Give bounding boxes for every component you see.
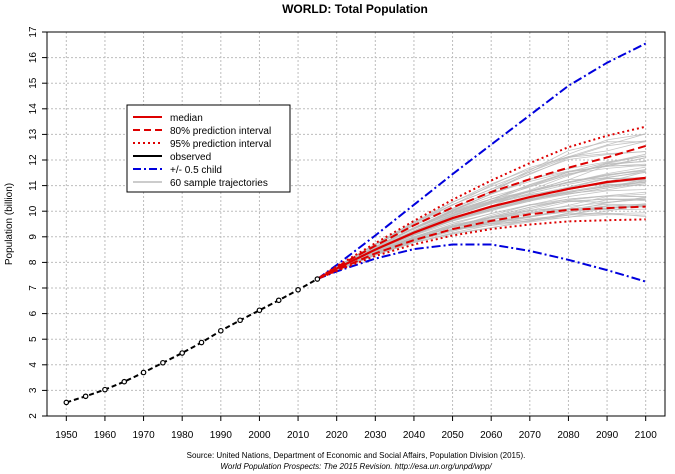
y-tick-label: 12 (28, 154, 39, 166)
y-tick-label: 14 (28, 103, 39, 115)
grid (47, 31, 665, 417)
y-tick-label: 5 (28, 336, 39, 342)
y-axis-label: Population (billion) (4, 183, 15, 265)
y-tick-label: 4 (28, 362, 39, 368)
y-tick-label: 6 (28, 310, 39, 316)
x-tick-label: 1970 (132, 430, 155, 441)
x-tick-label: 2100 (635, 430, 658, 441)
x-tick-label: 2040 (403, 430, 426, 441)
pi95-upper-line (316, 125, 646, 280)
y-tick-label: 9 (28, 234, 39, 240)
x-tick-label: 2010 (287, 430, 310, 441)
pi80-upper-line (316, 144, 646, 280)
observed-point (256, 307, 263, 314)
observed-point (63, 399, 70, 406)
sample-trajectory-line (317, 205, 646, 280)
x-tick-label: 2050 (441, 430, 464, 441)
observed-point (314, 276, 321, 282)
y-tick-label: 8 (28, 259, 39, 265)
median-line (316, 176, 646, 280)
footer-reference: World Population Prospects: The 2015 Rev… (220, 462, 492, 471)
legend-label-pi95: 95% prediction interval (170, 139, 271, 150)
y-tick-label: 2 (28, 413, 39, 419)
observed-point (198, 339, 205, 346)
observed-point (160, 359, 166, 366)
x-axis-ticks: 1950 1960 1970 1980 1990 2000 2010 2020 2030 2040… (55, 416, 657, 441)
sample-trajectory-line (317, 205, 646, 280)
y-tick-label: 17 (28, 26, 39, 38)
y-tick-label: 15 (28, 77, 39, 89)
child-upper-line (316, 42, 647, 280)
legend-label-child: +/- 0.5 child (170, 165, 222, 176)
sample-trajectory-line (317, 205, 646, 280)
x-tick-label: 2090 (596, 430, 619, 441)
sample-trajectory-line (317, 205, 646, 280)
observed-point (275, 297, 282, 304)
pi80-lower-line (316, 205, 646, 280)
legend-label-trajectories: 60 sample trajectories (170, 178, 268, 189)
series-lines (65, 42, 647, 404)
x-tick-label: 1950 (55, 430, 78, 441)
legend-label-pi80: 80% prediction interval (170, 126, 271, 137)
x-tick-label: 1980 (171, 430, 194, 441)
observed-point (82, 393, 89, 400)
observed-point (179, 350, 185, 356)
chart-title: WORLD: Total Population (282, 2, 428, 16)
legend-label-observed: observed (170, 152, 211, 163)
y-tick-label: 7 (28, 285, 39, 291)
y-tick-label: 3 (28, 387, 39, 393)
legend: median 80% prediction interval 95% predi… (126, 104, 291, 193)
x-tick-label: 1960 (94, 430, 117, 441)
x-tick-label: 1990 (210, 430, 233, 441)
x-tick-label: 2030 (364, 430, 387, 441)
footer-source: Source: United Nations, Department of Ec… (187, 451, 526, 460)
x-tick-label: 2070 (519, 430, 542, 441)
y-tick-label: 16 (28, 52, 39, 64)
y-tick-label: 11 (28, 180, 39, 191)
legend-box (126, 104, 291, 193)
x-tick-label: 2000 (248, 430, 271, 441)
observed-point (102, 386, 108, 393)
observed-point (140, 369, 147, 376)
observed-markers (63, 276, 321, 406)
child-lower-line (317, 243, 646, 283)
x-tick-label: 2060 (480, 430, 503, 441)
sample-trajectory-line (317, 205, 646, 280)
x-tick-label: 2020 (326, 430, 349, 441)
plot-frame (46, 31, 666, 417)
observed-point (121, 378, 128, 385)
y-tick-label: 10 (28, 205, 39, 217)
observed-point (237, 317, 243, 324)
y-axis-ticks: 2 3 4 5 6 7 8 9 10 11 12 13 14 15 16 17 (28, 26, 47, 419)
observed-point (295, 286, 301, 293)
observed-line (65, 278, 318, 404)
sample-trajectory-line (317, 153, 646, 280)
observed-point (218, 327, 224, 334)
x-tick-label: 2080 (557, 430, 580, 441)
y-tick-label: 13 (28, 128, 39, 140)
pi95-lower-line (317, 218, 646, 280)
legend-label-median: median (170, 113, 203, 124)
